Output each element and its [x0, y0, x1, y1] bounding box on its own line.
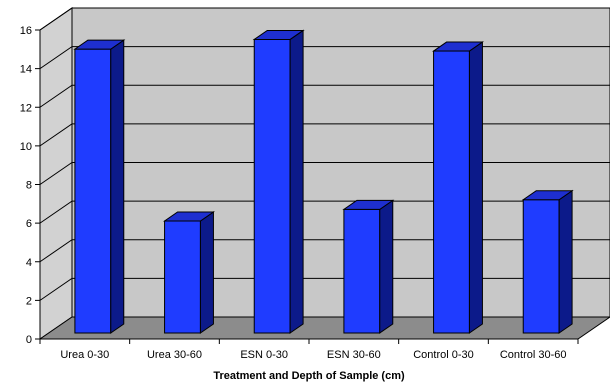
- bar-side: [199, 211, 214, 334]
- bar-side: [289, 29, 304, 334]
- bar-front: [433, 50, 470, 334]
- gridline: [39, 277, 610, 301]
- gridline: [39, 46, 610, 70]
- y-tick-label: 8: [26, 180, 32, 192]
- bar-top: [162, 211, 216, 222]
- bar-side: [558, 189, 573, 334]
- gridline: [39, 162, 610, 185]
- gridline: [39, 84, 610, 108]
- x-axis-title: Treatment and Depth of Sample (cm): [213, 370, 405, 382]
- bars: [73, 29, 574, 334]
- x-tick-label: ESN 0-30: [240, 349, 288, 361]
- bar: [431, 41, 485, 334]
- gridline: [39, 123, 610, 147]
- bar-top: [252, 29, 305, 40]
- bar-front: [164, 220, 201, 334]
- bar-front: [343, 208, 381, 334]
- x-tick-label: Control 30-60: [500, 349, 567, 361]
- gridline: [39, 7, 610, 31]
- bar: [342, 199, 395, 334]
- bar-top: [73, 39, 126, 50]
- y-tick-label: 16: [20, 25, 32, 37]
- bar-side: [468, 41, 483, 334]
- bar-side: [110, 39, 125, 334]
- bar-front: [522, 199, 560, 334]
- gridline: [39, 200, 610, 224]
- bar-front: [74, 48, 112, 334]
- y-tick-label: 10: [20, 141, 32, 153]
- bar: [162, 211, 216, 334]
- y-tick-label: 0: [26, 334, 32, 346]
- bar: [252, 29, 305, 334]
- bar-top: [521, 190, 574, 201]
- bar: [73, 39, 126, 334]
- bar: [521, 189, 574, 334]
- gridline: [39, 239, 610, 263]
- y-axis-ticks: 0 2 4 6 8 10 12 14 16: [20, 25, 40, 346]
- x-tick-label: ESN 30-60: [327, 349, 381, 361]
- gridlines: [39, 7, 610, 301]
- x-tick-label: Urea 30-60: [147, 349, 202, 361]
- y-tick-label: 14: [20, 64, 32, 76]
- x-axis-ticks: Urea 0-30 Urea 30-60 ESN 0-30 ESN 30-60 Cont…: [39, 339, 579, 361]
- y-tick-label: 6: [26, 218, 32, 230]
- bar-side: [379, 199, 394, 334]
- bar-top: [431, 41, 485, 52]
- y-tick-label: 2: [26, 295, 32, 307]
- x-tick-label: Urea 0-30: [60, 349, 109, 361]
- bar-front: [253, 38, 291, 334]
- bar-top: [342, 199, 395, 210]
- y-tick-label: 4: [26, 257, 32, 269]
- y-tick-label: 12: [20, 102, 32, 114]
- x-tick-label: Control 0-30: [413, 349, 474, 361]
